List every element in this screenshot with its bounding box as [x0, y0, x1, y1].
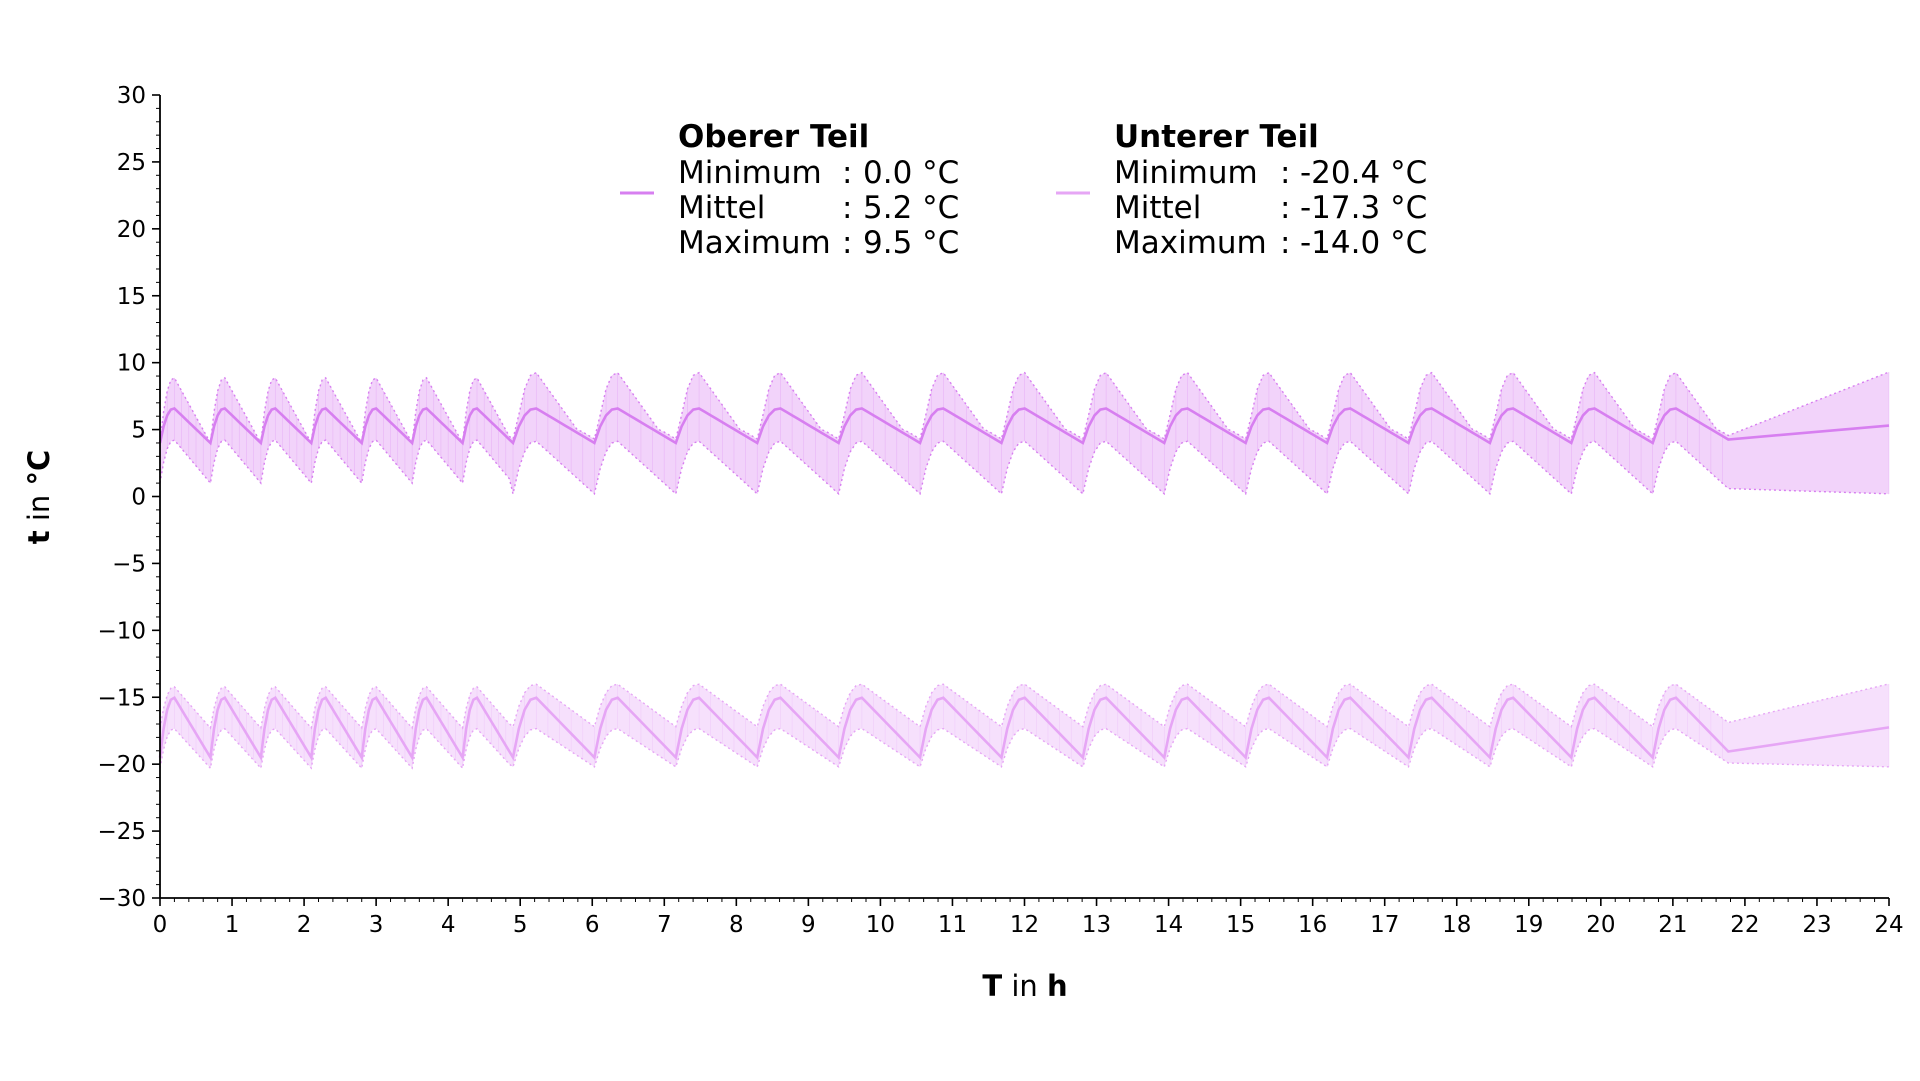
x-axis-label-in: in: [1002, 969, 1047, 1003]
legend-stat-label: Maximum: [1114, 225, 1267, 261]
y-axis-label-in: in: [22, 486, 56, 531]
x-axis-label-unit: h: [1047, 969, 1068, 1003]
legend-stat-sep: :: [842, 225, 852, 261]
y-tick-label: −5: [112, 551, 146, 577]
x-tick-label: 22: [1730, 912, 1759, 938]
legend-entry-unterer-teil: Unterer Teil Minimum : -20.4 °C Mittel :…: [1056, 119, 1427, 261]
x-tick-label: 12: [1010, 912, 1039, 938]
legend-title-oberer-teil: Oberer Teil: [678, 119, 869, 155]
y-tick-label: −20: [97, 752, 146, 778]
x-tick-label: 5: [513, 912, 528, 938]
x-tick-label: 9: [801, 912, 816, 938]
legend-stat-sep: :: [1280, 190, 1290, 226]
legend-stat-label: Minimum: [1114, 155, 1258, 191]
x-tick-label: 13: [1082, 912, 1111, 938]
series-lines: [158, 371, 1890, 770]
x-tick-label: 23: [1802, 912, 1831, 938]
legend-stat-value: 0.0 °C: [863, 155, 959, 191]
mean-line: [158, 695, 1890, 762]
x-ticks: 0 1 2 3 4 5 6 7 8 9 10 11 12 13 14 15 16 17 18 19 20 21 22 23 24: [153, 898, 1904, 938]
legend-stat-label: Maximum: [678, 225, 831, 261]
y-tick-label: −10: [97, 618, 146, 644]
legend-title-unterer-teil: Unterer Teil: [1114, 119, 1319, 155]
y-tick-label: 10: [117, 351, 146, 377]
x-tick-label: 1: [225, 912, 240, 938]
x-tick-label: 0: [153, 912, 168, 938]
legend-stat-value: -20.4 °C: [1300, 155, 1427, 191]
legend: Oberer Teil Minimum : 0.0 °C Mittel : 5.…: [620, 119, 1427, 261]
x-tick-label: 20: [1586, 912, 1615, 938]
y-tick-label: −15: [97, 685, 146, 711]
y-tick-label: 20: [117, 217, 146, 243]
x-axis-label: T in h: [982, 969, 1067, 1003]
y-tick-label: −25: [97, 819, 146, 845]
x-tick-label: 8: [729, 912, 744, 938]
x-tick-label: 17: [1370, 912, 1399, 938]
x-tick-label: 10: [866, 912, 895, 938]
legend-stat-value: 5.2 °C: [863, 190, 959, 226]
legend-stat-sep: :: [842, 190, 852, 226]
x-tick-label: 14: [1154, 912, 1183, 938]
min-line: [159, 727, 1890, 770]
x-tick-label: 21: [1658, 912, 1687, 938]
x-tick-label: 16: [1298, 912, 1327, 938]
legend-stat-label: Minimum: [678, 155, 822, 191]
legend-stat-value: -17.3 °C: [1300, 190, 1427, 226]
x-tick-label: 7: [657, 912, 672, 938]
x-tick-label: 11: [938, 912, 967, 938]
legend-stat-sep: :: [842, 155, 852, 191]
legend-stat-label: Mittel: [1114, 190, 1201, 226]
x-tick-label: 6: [585, 912, 600, 938]
y-tick-label: 25: [117, 150, 146, 176]
x-tick-label: 2: [297, 912, 312, 938]
y-ticks: 30 25 20 15 10 5 0 −5 −10 −15 −20 −25 −30: [97, 83, 160, 912]
y-axis-label: t in °C: [22, 450, 56, 545]
range-band: [160, 683, 1889, 769]
legend-stat-value: -14.0 °C: [1300, 225, 1427, 261]
x-axis-label-symbol: T: [982, 969, 1002, 1003]
x-tick-label: 15: [1226, 912, 1255, 938]
y-axis-label-symbol: t: [22, 530, 56, 544]
legend-stat-label: Mittel: [678, 190, 765, 226]
y-tick-label: 15: [117, 284, 146, 310]
y-tick-label: −30: [97, 886, 146, 912]
min-line: [159, 439, 1890, 496]
max-line: [159, 371, 1890, 446]
y-tick-label: 0: [131, 485, 146, 511]
legend-stat-sep: :: [1280, 155, 1290, 191]
mean-line: [158, 406, 1890, 446]
max-line: [159, 683, 1890, 730]
legend-entry-oberer-teil: Oberer Teil Minimum : 0.0 °C Mittel : 5.…: [620, 119, 959, 261]
y-tick-label: 30: [117, 83, 146, 109]
x-tick-label: 18: [1442, 912, 1471, 938]
x-tick-label: 24: [1874, 912, 1903, 938]
legend-stat-value: 9.5 °C: [863, 225, 959, 261]
x-tick-label: 3: [369, 912, 384, 938]
axes: [159, 95, 1889, 899]
x-tick-label: 19: [1514, 912, 1543, 938]
legend-stat-sep: :: [1280, 225, 1290, 261]
x-tick-label: 4: [441, 912, 456, 938]
y-axis-label-unit: °C: [22, 450, 56, 486]
y-tick-label: 5: [131, 418, 146, 444]
